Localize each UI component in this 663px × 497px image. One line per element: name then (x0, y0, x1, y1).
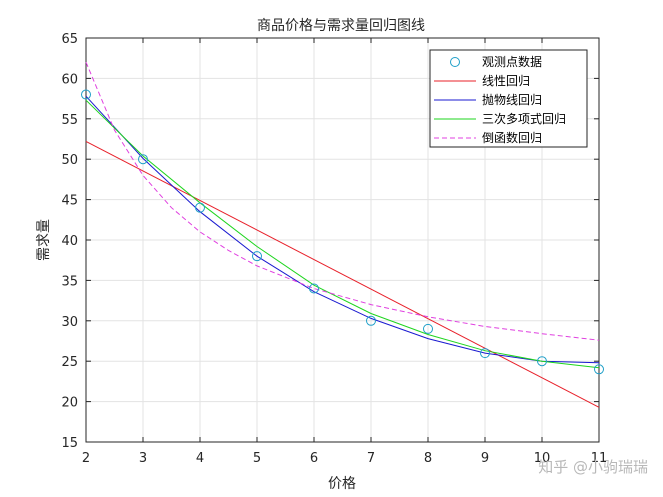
legend-label: 三次多项式回归 (482, 112, 566, 126)
observation-marker (366, 315, 376, 326)
observation-marker (423, 323, 433, 334)
observation-marker (480, 348, 490, 359)
observation-marker (252, 251, 262, 262)
y-tick-label: 20 (61, 396, 78, 411)
watermark-text: 知乎 @小驹瑞瑞 (538, 458, 648, 476)
observation-marker (309, 283, 319, 294)
legend-label: 观测点数据 (482, 54, 542, 69)
y-tick-label: 30 (61, 315, 78, 330)
y-tick-label: 55 (61, 113, 78, 128)
y-tick-label: 45 (61, 194, 78, 209)
y-tick-label: 35 (61, 274, 78, 289)
y-tick-label: 65 (61, 32, 78, 47)
legend-label: 线性回归 (482, 74, 530, 88)
y-tick-label: 60 (61, 72, 78, 87)
data-series (81, 62, 604, 408)
y-tick-label: 15 (61, 436, 78, 451)
x-tick-label: 8 (424, 451, 432, 466)
x-tick-label: 3 (139, 451, 147, 466)
x-tick-label: 9 (481, 451, 489, 466)
series-line-1 (85, 140, 600, 408)
observation-marker (81, 89, 91, 100)
series-line-3 (85, 99, 600, 369)
x-tick-label: 4 (196, 451, 204, 466)
series-line-2 (85, 95, 600, 364)
x-tick-label: 2 (82, 451, 90, 466)
observation-marker (138, 154, 148, 165)
x-tick-label: 11 (591, 451, 608, 466)
observation-marker (195, 202, 205, 213)
x-tick-label: 7 (367, 451, 375, 466)
y-axis-title: 需求量 (36, 219, 52, 261)
observation-marker (537, 356, 547, 367)
x-tick-label: 10 (534, 451, 551, 466)
chart-title: 商品价格与需求量回归图线 (257, 17, 425, 34)
x-tick-label: 5 (253, 451, 261, 466)
x-axis-title: 价格 (328, 476, 356, 492)
observation-marker (594, 364, 604, 375)
y-tick-label: 40 (61, 234, 78, 249)
y-tick-label: 25 (61, 355, 78, 370)
series-line-4 (85, 62, 600, 341)
x-tick-label: 6 (310, 451, 318, 466)
legend-label: 抛物线回归 (482, 92, 542, 107)
legend-label: 倒函数回归 (482, 130, 542, 145)
legend-marker (450, 57, 460, 67)
y-tick-label: 50 (61, 153, 78, 168)
